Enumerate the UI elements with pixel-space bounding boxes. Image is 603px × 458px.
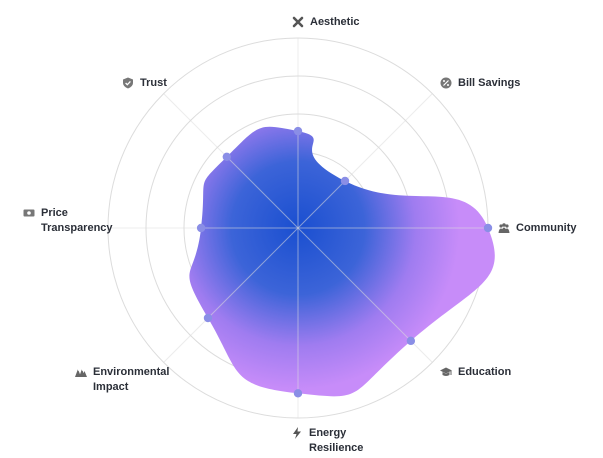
axis-label-text: Community [516,222,577,234]
data-point-community[interactable] [483,223,493,233]
shield-check-icon [122,77,134,89]
radar-axes [108,38,488,418]
axis-label: Environmental Impact [75,365,169,395]
graduation-cap-icon [440,366,452,378]
axis-label: Aesthetic [292,15,360,30]
axis-label: Education [440,365,511,380]
axis-label-text: Price Transparency [41,207,113,234]
axis-label-text: Education [458,366,512,378]
data-points [196,126,493,398]
axis-label-text: Bill Savings [458,77,521,89]
lightning-bolt-icon [291,427,303,439]
data-point-education[interactable] [406,336,416,346]
mountain-icon [75,366,87,378]
axis-label: Community [498,221,577,236]
data-point-environmental-impact[interactable] [203,313,213,323]
percent-badge-icon [440,77,452,89]
data-point-bill-savings[interactable] [340,176,350,186]
data-point-price-transparency[interactable] [196,223,206,233]
data-point-trust[interactable] [222,152,231,161]
axis-label: Energy Resilience [291,426,363,456]
axis-label-text: Aesthetic [310,16,360,28]
axis-label-text: Energy Resilience [309,427,364,454]
people-icon [498,222,510,234]
data-point-aesthetic[interactable] [293,126,303,136]
cash-icon [23,207,35,219]
series-area [189,126,495,397]
axis-line [163,227,299,363]
axis-label-text: Environmental Impact [93,366,170,393]
axis-line [297,93,433,229]
axis-line [163,93,299,229]
axis-label: Trust [122,76,167,91]
axis-label-text: Trust [140,77,167,89]
close-x-icon [292,16,304,28]
axis-label: Bill Savings [440,76,520,91]
data-point-energy-resilience[interactable] [293,389,303,398]
axis-label: Price Transparency [23,206,113,236]
